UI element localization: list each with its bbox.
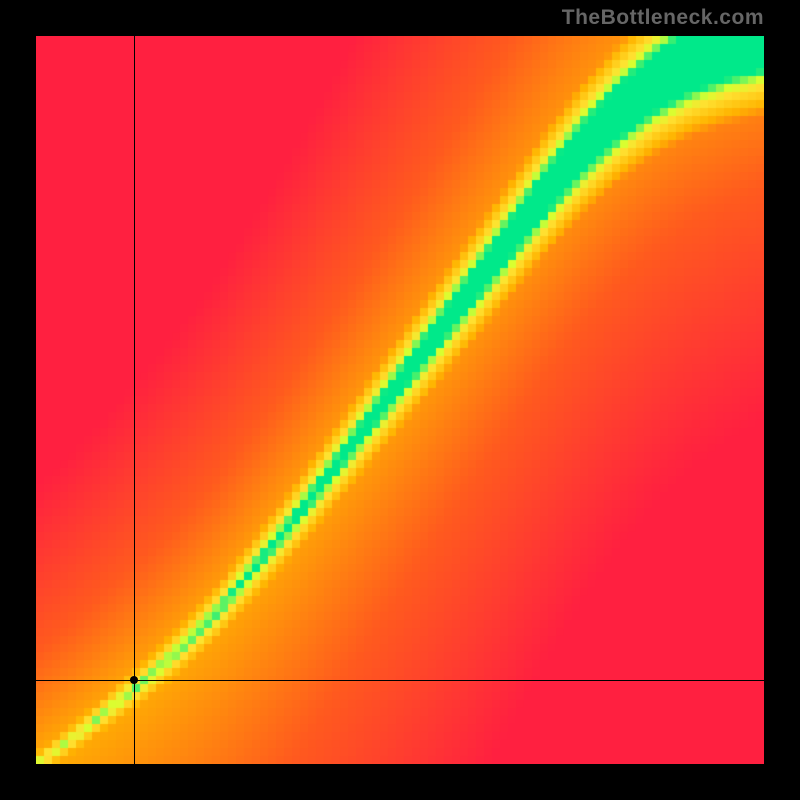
crosshair-vertical <box>134 36 135 764</box>
chart-container: TheBottleneck.com <box>0 0 800 800</box>
crosshair-horizontal <box>36 680 764 681</box>
plot-area <box>36 36 764 764</box>
crosshair-marker <box>130 676 138 684</box>
watermark-text: TheBottleneck.com <box>562 6 764 30</box>
heatmap-canvas <box>36 36 764 764</box>
